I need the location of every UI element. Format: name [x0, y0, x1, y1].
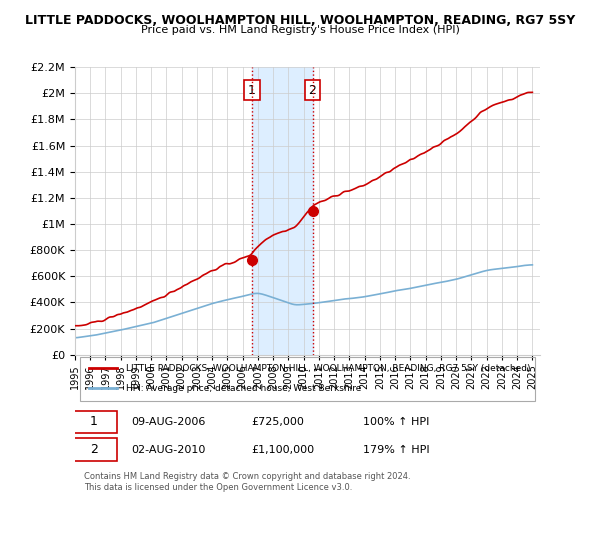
Text: 179% ↑ HPI: 179% ↑ HPI	[364, 445, 430, 455]
FancyBboxPatch shape	[70, 438, 117, 461]
Text: LITTLE PADDOCKS, WOOLHAMPTON HILL, WOOLHAMPTON, READING, RG7 5SY: LITTLE PADDOCKS, WOOLHAMPTON HILL, WOOLH…	[25, 14, 575, 27]
Text: Price paid vs. HM Land Registry's House Price Index (HPI): Price paid vs. HM Land Registry's House …	[140, 25, 460, 35]
Text: £725,000: £725,000	[252, 417, 305, 427]
Text: LITTLE PADDOCKS, WOOLHAMPTON HILL, WOOLHAMPTON, READING, RG7 5SY (detached): LITTLE PADDOCKS, WOOLHAMPTON HILL, WOOLH…	[126, 364, 530, 373]
Text: 1: 1	[89, 416, 98, 428]
Bar	[252, 67, 313, 354]
Text: 02-AUG-2010: 02-AUG-2010	[131, 445, 205, 455]
Text: £1,100,000: £1,100,000	[252, 445, 315, 455]
Text: 100% ↑ HPI: 100% ↑ HPI	[364, 417, 430, 427]
Text: HPI: Average price, detached house, West Berkshire: HPI: Average price, detached house, West…	[126, 384, 362, 393]
Text: 2: 2	[89, 443, 98, 456]
Text: 09-AUG-2006: 09-AUG-2006	[131, 417, 205, 427]
Text: 2: 2	[308, 83, 316, 97]
Text: Contains HM Land Registry data © Crown copyright and database right 2024.
This d: Contains HM Land Registry data © Crown c…	[84, 472, 411, 492]
Text: 1: 1	[248, 83, 256, 97]
FancyBboxPatch shape	[70, 410, 117, 433]
